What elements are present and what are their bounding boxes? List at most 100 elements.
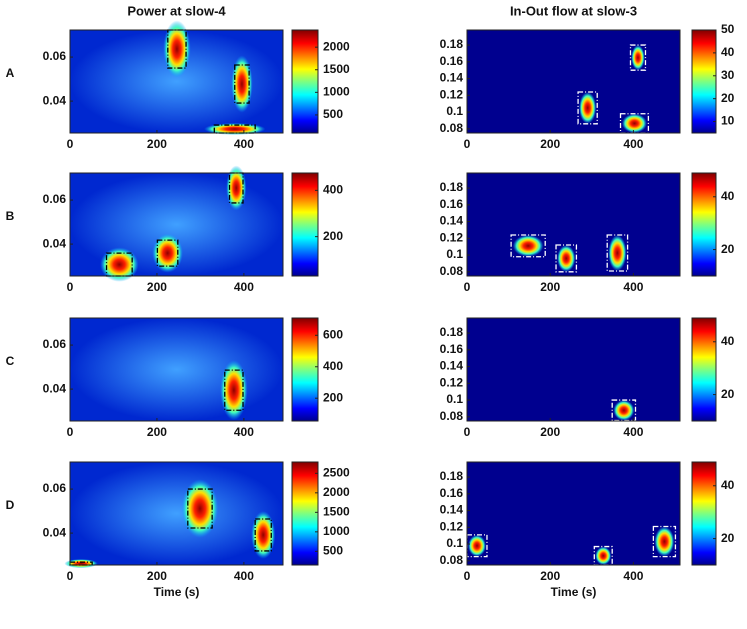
y-tick-label: 0.04 <box>43 525 67 539</box>
colorbar <box>691 461 717 566</box>
x-tick-label: 0 <box>464 425 471 439</box>
y-tick-label: 0.16 <box>440 197 464 211</box>
x-tick-label: 400 <box>234 425 254 439</box>
x-tick-label: 200 <box>147 569 167 583</box>
hotspot <box>621 113 647 133</box>
y-tick-label: 0.12 <box>440 230 464 244</box>
x-tick-label: 0 <box>67 280 74 294</box>
x-tick-label: 200 <box>147 425 167 439</box>
x-tick-label: 400 <box>623 569 643 583</box>
region-box <box>167 29 187 69</box>
colorbar-tick-label: 50 <box>721 22 735 36</box>
colorbar-tick-label: 20 <box>721 242 735 256</box>
y-tick-label: 0.18 <box>440 325 464 339</box>
x-axis-label: Time (s) <box>551 585 597 599</box>
heatmap-field <box>467 30 680 133</box>
colorbar-tick-label: 200 <box>323 390 343 404</box>
colorbar-tick-label: 1500 <box>323 62 350 76</box>
row-label: C <box>6 354 15 368</box>
hotspot <box>152 233 183 273</box>
hotspot <box>220 360 248 421</box>
region-box <box>224 369 244 411</box>
y-tick-label: 0.18 <box>440 469 464 483</box>
colorbar-tick-label: 40 <box>721 45 735 59</box>
y-tick-label: 0.16 <box>440 54 464 68</box>
y-tick-label: 0.14 <box>440 359 464 373</box>
row-label: B <box>6 209 15 223</box>
x-tick-label: 200 <box>540 280 560 294</box>
y-tick-label: 0.12 <box>440 519 464 533</box>
y-tick-label: 0.18 <box>440 180 464 194</box>
y-tick-label: 0.06 <box>43 49 67 63</box>
heatmap-field <box>70 318 283 421</box>
hotspot <box>251 511 276 559</box>
heatmap-field <box>467 318 680 421</box>
colorbar-tick-label: 20 <box>721 531 735 545</box>
region-box <box>629 44 647 71</box>
panel-title: Power at slow-4 <box>127 3 226 18</box>
region-box <box>577 91 598 125</box>
x-tick-label: 200 <box>147 280 167 294</box>
region-box <box>69 561 93 566</box>
colorbar-tick-label: 2000 <box>323 485 350 499</box>
colorbar-tick-label: 2500 <box>323 465 350 479</box>
y-tick-label: 0.06 <box>43 337 67 351</box>
region-box <box>593 545 613 566</box>
y-tick-label: 0.1 <box>446 104 463 118</box>
y-tick-label: 0.1 <box>446 392 463 406</box>
colorbar-tick-label: 20 <box>721 91 735 105</box>
plot-frame <box>466 317 681 422</box>
x-tick-label: 0 <box>464 280 471 294</box>
hotspot <box>654 526 675 557</box>
y-tick-label: 0.08 <box>440 553 464 567</box>
colorbar-tick-label: 20 <box>721 387 735 401</box>
region-box <box>611 399 637 422</box>
hotspot <box>608 234 627 271</box>
hotspot <box>163 20 191 78</box>
hotspot <box>557 245 576 272</box>
region-box <box>606 234 629 272</box>
y-tick-label: 0.14 <box>440 214 464 228</box>
hotspot <box>631 45 645 71</box>
x-tick-label: 200 <box>540 137 560 151</box>
colorbar <box>691 317 717 422</box>
hotspot <box>613 400 635 421</box>
region-box <box>234 64 250 104</box>
row-label: D <box>6 498 15 512</box>
x-tick-label: 200 <box>147 137 167 151</box>
plot-frame <box>69 317 284 422</box>
plot-frame <box>466 29 681 134</box>
region-box <box>555 244 578 273</box>
colorbar-tick-label: 400 <box>323 183 343 197</box>
y-tick-label: 0.14 <box>440 71 464 85</box>
y-tick-label: 0.16 <box>440 342 464 356</box>
y-tick-label: 0.04 <box>43 236 67 250</box>
heatmap-field <box>467 462 680 565</box>
colorbar-tick-label: 2000 <box>323 39 350 53</box>
colorbar <box>691 172 717 277</box>
colorbar-tick-label: 400 <box>323 359 343 373</box>
colorbar-tick-label: 40 <box>721 334 735 348</box>
x-tick-label: 400 <box>234 280 254 294</box>
colorbar <box>291 29 319 134</box>
plot-frame <box>69 29 284 134</box>
colorbar-tick-label: 40 <box>721 189 735 203</box>
hotspot <box>467 534 486 557</box>
plot-frame <box>69 172 284 277</box>
region-box <box>510 234 546 258</box>
colorbar-tick-label: 40 <box>721 478 735 492</box>
hotspot <box>579 91 597 124</box>
x-tick-label: 200 <box>540 569 560 583</box>
colorbar-tick-label: 10 <box>721 114 735 128</box>
y-tick-label: 0.1 <box>446 247 463 261</box>
x-tick-label: 400 <box>234 569 254 583</box>
hotspot <box>231 55 253 113</box>
colorbar-tick-label: 1000 <box>323 85 350 99</box>
x-tick-label: 0 <box>464 569 471 583</box>
x-axis-label: Time (s) <box>154 585 200 599</box>
region-box <box>156 239 179 267</box>
region-box <box>213 124 256 134</box>
x-tick-label: 0 <box>67 425 74 439</box>
colorbar <box>291 461 319 566</box>
y-tick-label: 0.06 <box>43 481 67 495</box>
